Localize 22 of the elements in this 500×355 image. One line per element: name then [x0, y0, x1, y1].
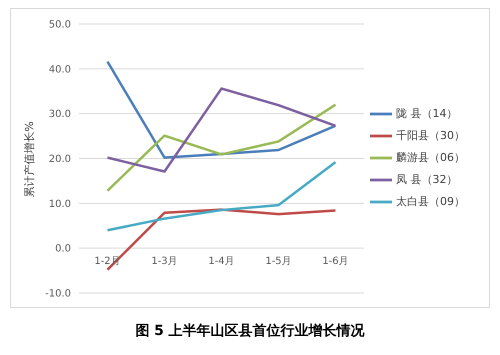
legend-label: 太白县（09）: [396, 195, 465, 208]
y-tick-label: 0.0: [55, 244, 71, 255]
y-tick-label: 10.0: [48, 198, 71, 210]
y-tick-label: 40.0: [48, 64, 71, 76]
line-series: [106, 103, 337, 192]
line-series: [106, 87, 337, 173]
line-series: [106, 60, 337, 159]
x-tick-label: 1-5月: [265, 256, 292, 267]
text: 图 5 上半年山区县首位行业增长情况: [134, 322, 366, 340]
y-tick-label: 30.0: [48, 109, 71, 120]
y-tick-label: -10.0: [45, 288, 71, 300]
legend-label: 陇 县（14）: [396, 107, 458, 120]
y-axis-title: 累计产值增长%: [23, 121, 36, 198]
y-tick-label: 50.0: [48, 20, 71, 31]
x-tick-label: 1-3月: [151, 256, 178, 267]
x-tick-label: 1-6月: [322, 256, 349, 267]
legend-label: 千阳县（30）: [396, 129, 465, 142]
y-tick-label: 20.0: [48, 154, 71, 166]
x-tick-label: 1-4月: [208, 256, 235, 267]
legend-label: 麟游县（06）: [396, 151, 465, 164]
line-series: [106, 160, 337, 232]
legend-label: 凤 县（32）: [396, 173, 458, 186]
